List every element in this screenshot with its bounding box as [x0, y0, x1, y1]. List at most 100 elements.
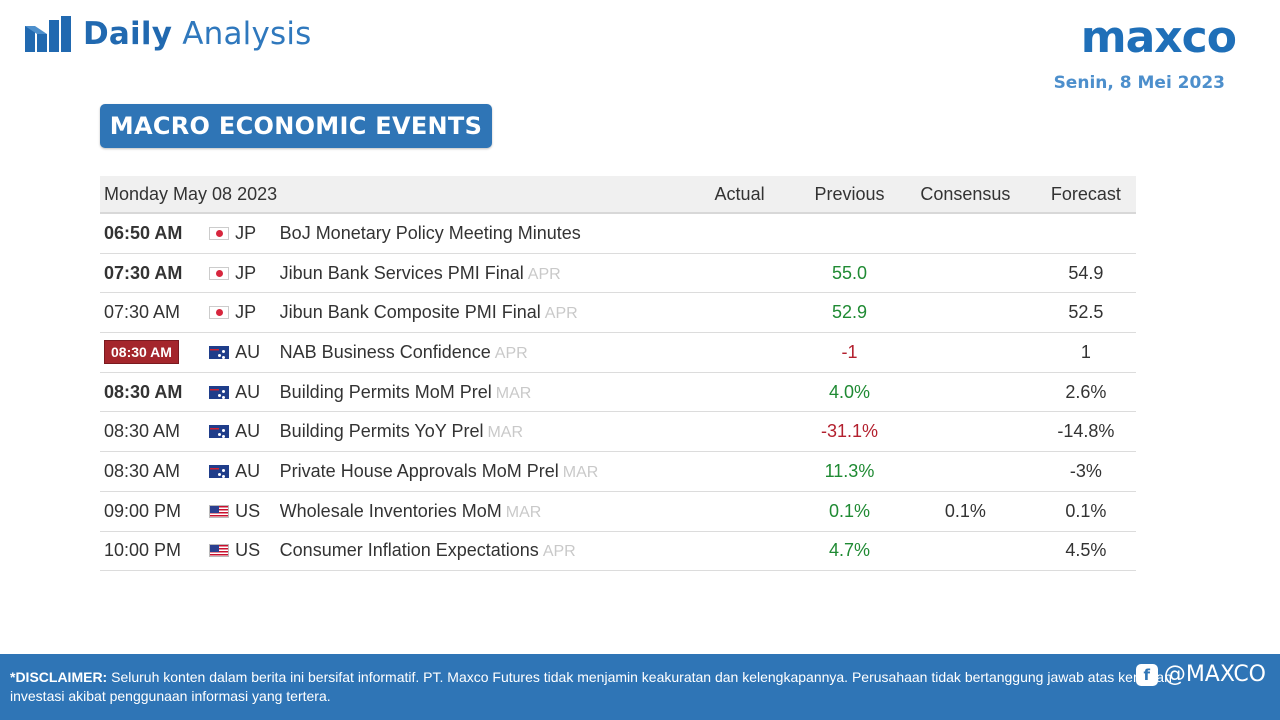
country-cell: US: [205, 501, 280, 522]
country-code: AU: [235, 421, 261, 442]
country-cell: AU: [205, 342, 280, 363]
event-cell: Wholesale Inventories MoM MAR: [280, 501, 676, 522]
event-period: MAR: [487, 424, 524, 442]
column-header-previous: Previous: [814, 183, 885, 204]
event-time-cell: 08:30 AM: [100, 421, 205, 442]
event-time: 07:30 AM: [104, 302, 181, 323]
bar-chart-icon: [25, 16, 71, 52]
event-name: Consumer Inflation Expectations: [279, 540, 539, 561]
table-row[interactable]: 10:00 PM US Consumer Inflation Expectation…: [100, 532, 1136, 572]
country-code: JP: [235, 222, 257, 243]
disclaimer-footer: *DISCLAIMER: Seluruh konten dalam berita…: [0, 654, 1280, 720]
forecast-value: 1: [1080, 341, 1091, 362]
column-header-consensus: Consensus: [920, 183, 1011, 204]
flag-au-icon: [209, 464, 230, 478]
consensus-value: 0.1%: [944, 500, 986, 521]
event-cell: NAB Business Confidence APR: [280, 342, 676, 363]
economic-events-table: Monday May 08 2023 Actual Previous Conse…: [100, 176, 1136, 572]
previous-value: 0.1%: [828, 500, 870, 521]
flag-jp-icon: [209, 266, 230, 280]
country-code: AU: [235, 460, 261, 481]
country-code: JP: [235, 262, 257, 283]
event-period: MAR: [495, 384, 532, 402]
country-cell: JP: [205, 263, 280, 284]
event-cell: Private House Approvals MoM Prel MAR: [280, 461, 676, 482]
previous-value: 4.0%: [828, 381, 870, 402]
event-cell: Jibun Bank Composite PMI Final APR: [280, 302, 676, 323]
table-header: Monday May 08 2023 Actual Previous Conse…: [100, 176, 1136, 214]
flag-au-icon: [209, 345, 230, 359]
brand: Daily Analysis: [25, 14, 312, 54]
date-header: Monday May 08 2023: [104, 183, 278, 204]
country-cell: JP: [205, 223, 280, 244]
event-period: APR: [544, 305, 578, 323]
country-code: AU: [235, 341, 261, 362]
facebook-icon: f: [1135, 663, 1158, 686]
table-row[interactable]: 07:30 AM JP Jibun Bank Composite PMI Final…: [100, 293, 1136, 334]
disclaimer: *DISCLAIMER: Seluruh konten dalam berita…: [10, 668, 1210, 706]
event-cell: Building Permits YoY Prel MAR: [280, 421, 676, 442]
table-row[interactable]: 08:30 AM AU NAB Business Confidence APR -1 1: [100, 333, 1136, 373]
event-period: APR: [542, 543, 576, 561]
social-handle-text: @MAXCO: [1163, 662, 1266, 687]
event-time-cell: 07:30 AM: [100, 263, 205, 284]
event-time: 09:00 PM: [104, 500, 182, 521]
social-handle[interactable]: f @MAXCO: [1135, 662, 1266, 687]
maxco-logo: maxco: [1080, 12, 1237, 63]
table-row[interactable]: 06:50 AM JP BoJ Monetary Policy Meeting Mi…: [100, 214, 1136, 254]
event-name: BoJ Monetary Policy Meeting Minutes: [279, 222, 581, 243]
event-time: 06:50 AM: [104, 222, 183, 243]
forecast-value: 2.6%: [1065, 381, 1107, 402]
table-row[interactable]: 08:30 AM AU Private House Approvals MoM Pr…: [100, 452, 1136, 492]
event-cell: BoJ Monetary Policy Meeting Minutes: [280, 223, 676, 244]
country-cell: JP: [205, 302, 280, 323]
event-time-cell: 07:30 AM: [100, 302, 205, 323]
country-cell: AU: [205, 382, 280, 403]
forecast-value: 52.5: [1068, 302, 1104, 323]
previous-value: 55.0: [831, 262, 867, 283]
previous-value: 11.3%: [824, 460, 875, 481]
country-code: US: [235, 500, 261, 521]
event-time-cell: 08:30 AM: [100, 382, 205, 403]
country-cell: AU: [205, 461, 280, 482]
previous-value: 52.9: [831, 302, 867, 323]
event-period: MAR: [562, 463, 599, 481]
event-period: MAR: [505, 503, 542, 521]
section-title: MACRO ECONOMIC EVENTS: [100, 104, 492, 148]
table-row[interactable]: 08:30 AM AU Building Permits MoM Prel MAR 4.…: [100, 373, 1136, 413]
previous-value: 4.7%: [828, 540, 870, 561]
flag-jp-icon: [209, 306, 230, 320]
country-cell: US: [205, 540, 280, 561]
flag-us-icon: [209, 504, 230, 518]
event-time-cell: 08:30 AM: [100, 340, 205, 365]
event-name: Building Permits YoY Prel: [279, 421, 484, 442]
event-time: 08:30 AM: [104, 460, 181, 481]
forecast-value: -14.8%: [1057, 421, 1115, 442]
event-cell: Consumer Inflation Expectations APR: [280, 540, 676, 561]
country-code: AU: [235, 381, 261, 402]
event-time: 10:00 PM: [104, 540, 182, 561]
table-row[interactable]: 07:30 AM JP Jibun Bank Services PMI Final A…: [100, 254, 1136, 294]
brand-title-bold: Daily: [83, 16, 173, 52]
disclaimer-label: *DISCLAIMER:: [10, 669, 108, 685]
table-row[interactable]: 09:00 PM US Wholesale Inventories MoM MAR 0.…: [100, 492, 1136, 532]
event-cell: Building Permits MoM Prel MAR: [280, 382, 676, 403]
flag-au-icon: [209, 385, 230, 399]
event-time: 07:30 AM: [104, 262, 183, 283]
event-time-cell: 10:00 PM: [100, 540, 205, 561]
disclaimer-text: Seluruh konten dalam berita ini bersifat…: [10, 669, 1172, 704]
brand-title-light: Analysis: [182, 16, 312, 52]
country-code: JP: [235, 302, 257, 323]
country-cell: AU: [205, 421, 280, 442]
event-time-cell: 09:00 PM: [100, 501, 205, 522]
table-body: 06:50 AM JP BoJ Monetary Policy Meeting Mi…: [100, 214, 1136, 572]
table-row[interactable]: 08:30 AM AU Building Permits YoY Prel MAR -3…: [100, 412, 1136, 453]
event-name: Wholesale Inventories MoM: [279, 500, 502, 521]
event-time-cell: 08:30 AM: [100, 461, 205, 482]
column-header-forecast: Forecast: [1050, 183, 1121, 204]
event-cell: Jibun Bank Services PMI Final APR: [280, 263, 676, 284]
brand-title: Daily Analysis: [83, 16, 312, 52]
event-period: APR: [494, 344, 528, 362]
forecast-value: 54.9: [1068, 262, 1104, 283]
flag-au-icon: [209, 425, 230, 439]
